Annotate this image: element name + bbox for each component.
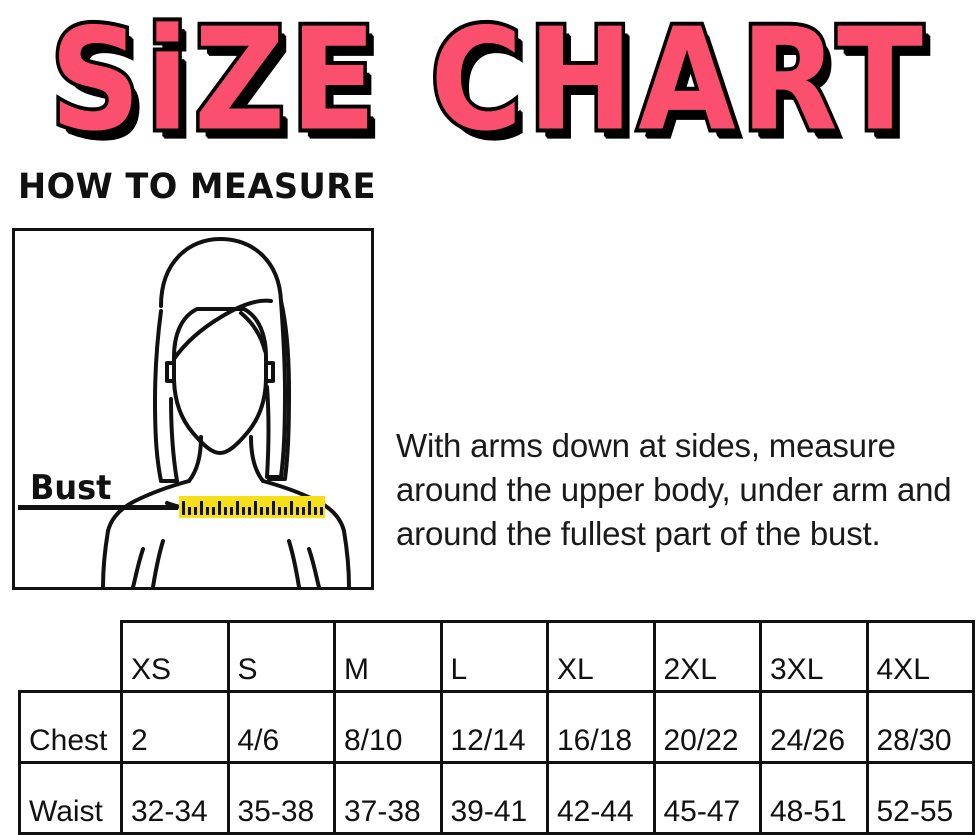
bust-leader-line xyxy=(18,505,178,510)
table-header-cell-m: M xyxy=(333,620,443,693)
cell-chest-l: 12/14 xyxy=(439,690,549,764)
table-header-cell-xl: XL xyxy=(546,620,656,693)
row-label-waist: Waist xyxy=(18,761,123,835)
cell-chest-2xl: 20/22 xyxy=(652,690,762,764)
bust-label: Bust xyxy=(30,468,112,508)
table-row-chest: Chest 2 4/6 8/10 12/14 16/18 20/22 24/26… xyxy=(18,690,975,764)
measurement-illustration-frame xyxy=(12,228,374,590)
table-header-cell-xs: XS xyxy=(120,620,230,693)
cell-waist-s: 35-38 xyxy=(226,761,336,835)
cell-chest-s: 4/6 xyxy=(226,690,336,764)
table-header-cell-4xl: 4XL xyxy=(865,620,975,693)
cell-waist-l: 39-41 xyxy=(439,761,549,835)
measuring-tape xyxy=(179,496,325,518)
size-chart-table: XS S M L XL 2XL 3XL 4XL Chest 2 4/6 8/10… xyxy=(18,620,975,835)
table-header-cell-l: L xyxy=(439,620,549,693)
table-row-waist: Waist 32-34 35-38 37-38 39-41 42-44 45-4… xyxy=(18,761,975,835)
cell-waist-2xl: 45-47 xyxy=(652,761,762,835)
how-to-measure-heading: HOW TO MEASURE xyxy=(18,167,377,207)
cell-chest-xs: 2 xyxy=(120,690,230,764)
measure-instructions-text: With arms down at sides, measure around … xyxy=(396,427,952,552)
cell-chest-4xl: 28/30 xyxy=(865,690,975,764)
page-title: SiZE CHART xyxy=(47,0,928,163)
table-header-row: XS S M L XL 2XL 3XL 4XL xyxy=(20,620,975,693)
cell-waist-m: 37-38 xyxy=(333,761,443,835)
cell-waist-xl: 42-44 xyxy=(546,761,656,835)
cell-chest-3xl: 24/26 xyxy=(759,690,869,764)
table-header-cell-3xl: 3XL xyxy=(759,620,869,693)
row-label-chest: Chest xyxy=(18,690,123,764)
cell-chest-m: 8/10 xyxy=(333,690,443,764)
female-figure-illustration xyxy=(101,237,351,587)
cell-waist-4xl: 52-55 xyxy=(865,761,975,835)
table-header-cell-s: S xyxy=(226,620,336,693)
table-header-cell-2xl: 2XL xyxy=(652,620,762,693)
table-corner-cell xyxy=(20,622,122,692)
cell-waist-xs: 32-34 xyxy=(120,761,230,835)
cell-waist-3xl: 48-51 xyxy=(759,761,869,835)
cell-chest-xl: 16/18 xyxy=(546,690,656,764)
title-block: SiZE CHART xyxy=(8,0,970,162)
